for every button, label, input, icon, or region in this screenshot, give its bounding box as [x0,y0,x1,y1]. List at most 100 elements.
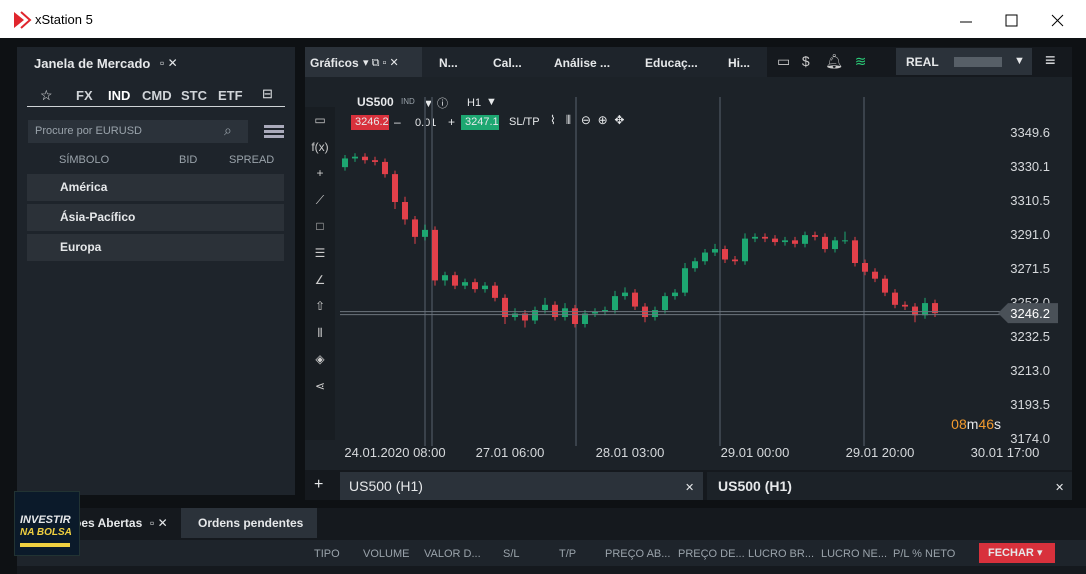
x-tick-label: 30.01 17:00 [971,445,1040,460]
tab-controls: ▾ ⧉ ▫ ✕ [363,57,399,69]
y-tick-label: 3213.0 [1010,363,1050,378]
y-tick-label: 3291.0 [1010,227,1050,242]
window-controls[interactable] [950,0,1080,38]
candle-body [812,235,818,237]
candle-body [912,306,918,316]
candle-body [422,229,428,237]
account-dropdown: ▼ [1014,55,1025,67]
market-tab[interactable]: FX [76,88,93,103]
nav-tab[interactable]: N... [439,56,458,70]
close-all-arrow: ▾ [1037,547,1043,559]
add-chart[interactable]: + [314,476,324,493]
market-tab[interactable]: ETF [218,88,243,103]
sell-button[interactable]: 3246.2 [351,115,389,130]
candle-body [362,156,368,161]
candle-body [542,304,548,311]
search-placeholder: Procure por EURUSD [35,125,142,137]
charts-tab[interactable]: Gráficos ▾ ⧉ ▫ ✕ [305,47,422,77]
search-box[interactable]: Procure por EURUSD ⌕ [28,120,248,143]
account-box[interactable]: REAL ▼ [896,48,1032,75]
candle-body [372,160,378,162]
close-tab[interactable]: ✕ [685,482,695,494]
sl-tp[interactable]: SL/TP [509,116,540,128]
candle-body [862,262,868,272]
lot-plus[interactable]: + [448,115,456,129]
candle-body [392,174,398,203]
lot-minus[interactable]: – [394,115,401,129]
x-tick-label: 24.01.2020 08:00 [344,445,445,460]
market-tab[interactable]: STC [181,88,207,103]
group-row[interactable]: Ásia-Pacífico [27,204,284,231]
market-tab[interactable]: CMD [142,88,172,103]
panel-controls[interactable]: ▫ ✕ [160,56,178,70]
candle-body [462,282,468,286]
logo-line: INVESTIR [20,514,71,526]
candle-body [672,292,678,297]
candle-body [892,292,898,305]
timeframe[interactable]: H1 [467,97,482,109]
chart-tab-label: US500 (H1) [718,478,792,494]
nav-tab[interactable]: Análise ... [554,56,611,70]
nav-tab[interactable]: Educaç... [645,56,698,70]
column-header: P/L % NETO [893,548,956,560]
candle-body [472,282,478,290]
tab-label: Gráficos [310,56,359,70]
candle-body [612,296,618,311]
close-tab[interactable]: ✕ [1055,482,1065,494]
y-tick-label: 3174.0 [1010,431,1050,446]
candle-body [772,238,778,243]
favorites-tab[interactable]: ☆ [40,87,53,103]
header-icons[interactable]: ▭ $ 🔔︎ ≋ [777,53,867,69]
candle-body [502,297,508,318]
y-tick-label: 3271.5 [1010,261,1050,276]
candle-body [572,308,578,324]
candle-body [902,304,908,307]
x-tick-label: 29.01 20:00 [846,445,915,460]
column-header: SÍMBOLO [59,154,110,166]
candle-body [622,292,628,297]
candle-body [832,240,838,250]
group-label: Ásia-Pacífico [60,210,136,224]
candle-body [632,292,638,307]
positions-panel: Posições Abertas ▫ ✕ Ordens pendentes TI… [17,508,1086,574]
nav-tab[interactable]: Cal... [493,56,522,70]
market-tab[interactable]: IND [108,88,131,103]
chart-tab[interactable]: US500 (H1) ✕ [707,472,1072,500]
chart-tab[interactable]: US500 (H1) ✕ [340,472,703,500]
chart-tools[interactable]: ⌇ ⫴ ⊖ ⊕ ✥ [550,113,625,127]
column-header: T/P [559,548,577,560]
countdown: 08m46s [951,416,1001,432]
buy-button[interactable]: 3247.1 [461,115,499,130]
group-row[interactable]: América [27,174,284,201]
chart-tab-bar: + US500 (H1) ✕ US500 (H1) ✕ [305,470,1072,500]
nav-tab[interactable]: Hi... [728,56,751,70]
group-label: Europa [60,240,102,254]
candle-body [352,156,358,159]
candle-body [732,259,738,262]
watermark-logo: INVESTIR NA BOLSA [14,491,80,556]
symbol-bar: US500 IND ▼ ⓘ H1 ▼ 3246.2 – 0.01 + 3247.… [350,92,680,132]
candle-body [532,310,538,321]
column-header: LUCRO NE... [821,548,888,560]
panel-controls[interactable]: ▫ ✕ [150,516,168,530]
symbol-menu[interactable]: ▼ ⓘ [423,98,448,110]
candle-body [842,240,848,242]
chart-tab-label: US500 (H1) [349,478,423,494]
buy-price: 3247.1 [465,116,499,128]
x-tick-label: 28.01 03:00 [596,445,665,460]
window-title: xStation 5 [35,12,93,27]
symbol-tag: IND [401,97,415,106]
candle-body [582,313,588,324]
countdown-part: m [967,416,979,432]
list-view-icon[interactable] [264,124,286,140]
basket-icon[interactable]: ⊟ [262,86,273,101]
candle-body [452,275,458,286]
pending-tab[interactable]: Ordens pendentes [181,508,317,538]
group-list: América Ásia-Pacífico Europa [27,174,284,264]
close-all-button[interactable]: FECHAR ▾ [979,543,1055,563]
column-header: LUCRO BR... [748,548,815,560]
menu-icon[interactable]: ≡ [1045,50,1056,70]
current-price-label: 3246.2 [1010,306,1050,321]
group-row[interactable]: Europa [27,234,284,261]
y-tick-label: 3193.5 [1010,397,1050,412]
